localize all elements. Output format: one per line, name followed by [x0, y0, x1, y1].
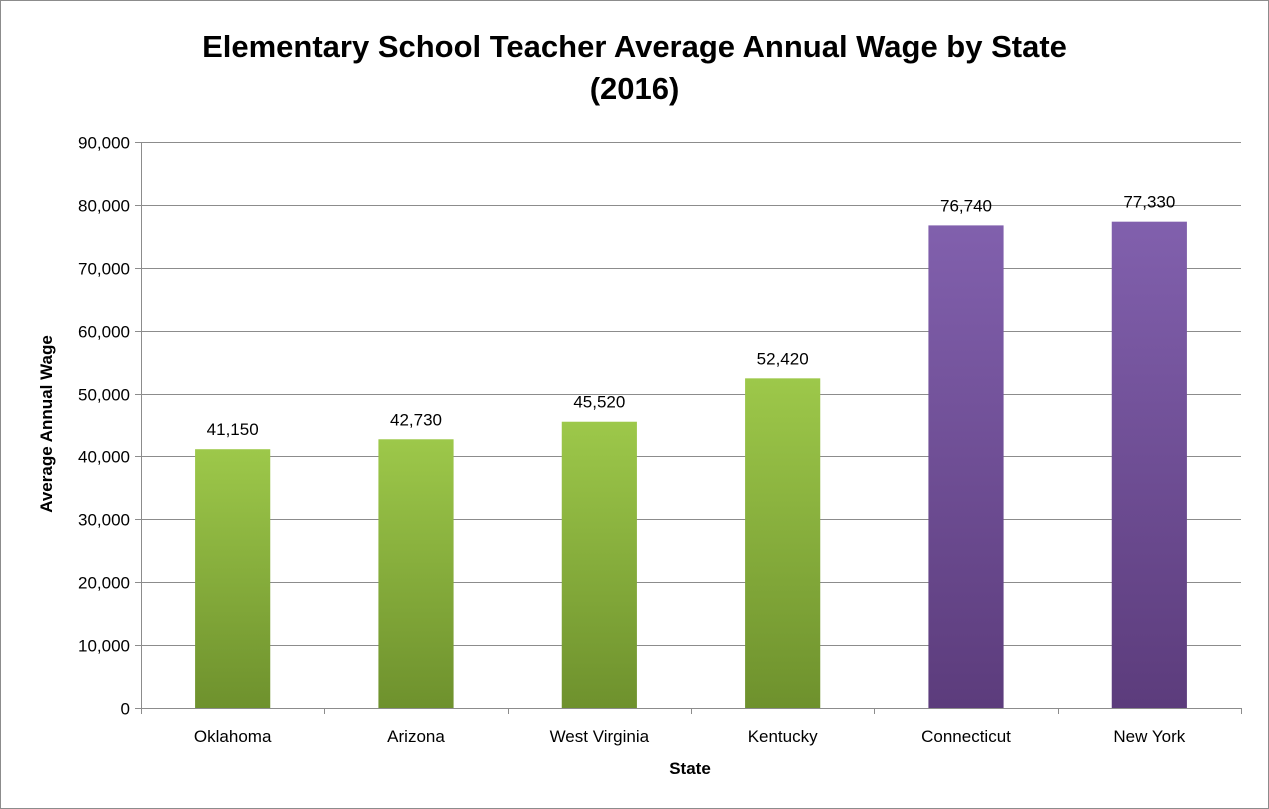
chart-title-line-2: (2016) [589, 71, 680, 106]
data-label: 45,520 [573, 393, 625, 412]
axes [135, 142, 1242, 714]
chart-title-line-1: Elementary School Teacher Average Annual… [202, 29, 1067, 64]
y-tick-label: 70,000 [78, 260, 130, 279]
x-tick-label: Connecticut [921, 727, 1011, 746]
bar-west-virginia [561, 421, 637, 708]
data-label: 41,150 [207, 420, 259, 439]
x-tick-label: Oklahoma [194, 727, 272, 746]
x-axis-title: State [669, 759, 711, 778]
y-tick-label: 50,000 [78, 386, 130, 405]
data-label: 76,740 [940, 196, 992, 215]
y-tick-label: 40,000 [78, 448, 130, 467]
bars [195, 221, 1187, 708]
data-label: 52,420 [757, 349, 809, 368]
y-tick-label: 0 [121, 700, 130, 719]
data-label: 77,330 [1123, 193, 1175, 212]
x-tick-label: West Virginia [550, 727, 650, 746]
y-axis-title: Average Annual Wage [37, 335, 56, 513]
data-label: 42,730 [390, 410, 442, 429]
bar-new-york [1111, 221, 1187, 708]
y-tick-label: 30,000 [78, 511, 130, 530]
y-tick-label: 10,000 [78, 637, 130, 656]
x-tick-label: Arizona [387, 727, 445, 746]
gridlines [141, 142, 1241, 709]
y-tick-label: 90,000 [78, 134, 130, 153]
y-tick-label: 60,000 [78, 323, 130, 342]
bar-kentucky [745, 378, 821, 708]
y-tick-label: 20,000 [78, 574, 130, 593]
chart-title: Elementary School Teacher Average Annual… [0, 26, 1269, 110]
y-tick-label: 80,000 [78, 197, 130, 216]
labels: 0 10,000 20,000 30,000 40,000 50,000 60,000 70,… [78, 134, 1186, 747]
bar-oklahoma [195, 449, 271, 708]
bar-arizona [378, 439, 454, 708]
bar-connecticut [928, 225, 1004, 708]
x-tick-label: New York [1113, 727, 1185, 746]
x-tick-label: Kentucky [748, 727, 818, 746]
